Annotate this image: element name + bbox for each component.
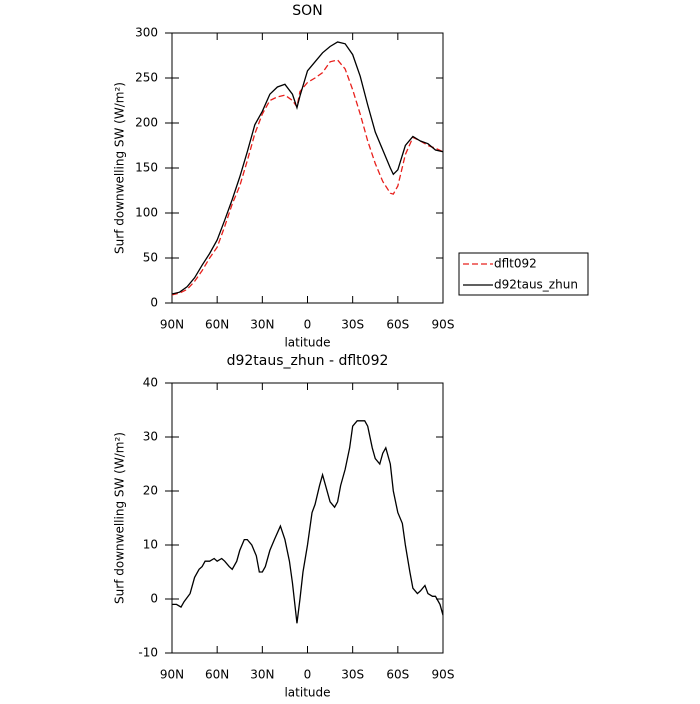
data-line <box>171 41 444 295</box>
y-tick-label: 200 <box>135 116 158 130</box>
x-tick-label: 90N <box>160 668 184 682</box>
y-tick-label: 150 <box>135 161 158 175</box>
y-axis-label: Surf downwelling SW (W/m²) <box>113 82 127 254</box>
y-tick-label: 300 <box>135 26 158 40</box>
x-axis-label: latitude <box>284 336 330 350</box>
y-tick-label: 40 <box>143 376 158 390</box>
plot-frame <box>171 32 444 304</box>
y-tick-label: 20 <box>143 484 158 498</box>
y-tick-label: 30 <box>143 430 158 444</box>
y-tick-label: 250 <box>135 71 158 85</box>
legend-label: d92taus_zhun <box>494 278 578 292</box>
x-tick-label: 60S <box>386 668 409 682</box>
legend-box <box>458 252 589 296</box>
x-tick-label: 30S <box>341 668 364 682</box>
x-tick-label: 0 <box>304 318 312 332</box>
x-tick-label: 90S <box>432 668 455 682</box>
legend-label: dflt092 <box>494 257 537 271</box>
x-tick-label: 30N <box>250 668 274 682</box>
x-tick-label: 0 <box>304 668 312 682</box>
x-axis-label: latitude <box>284 686 330 700</box>
y-tick-label: 50 <box>143 251 158 265</box>
plot-frame <box>171 382 444 654</box>
y-axis-label: Surf downwelling SW (W/m²) <box>113 432 127 604</box>
x-tick-label: 30N <box>250 318 274 332</box>
data-line <box>171 59 444 296</box>
y-tick-label: 0 <box>150 296 158 310</box>
y-tick-label: 10 <box>143 538 158 552</box>
y-tick-label: 0 <box>150 592 158 606</box>
x-tick-label: 60S <box>386 318 409 332</box>
chart-title: d92taus_zhun - dflt092 <box>227 353 389 369</box>
data-line <box>172 420 444 624</box>
chart-title: SON <box>292 3 322 19</box>
x-tick-label: 60N <box>205 318 229 332</box>
y-tick-label: 100 <box>135 206 158 220</box>
x-tick-label: 90S <box>432 318 455 332</box>
y-tick-label: -10 <box>138 646 158 660</box>
x-tick-label: 90N <box>160 318 184 332</box>
x-tick-label: 60N <box>205 668 229 682</box>
x-tick-label: 30S <box>341 318 364 332</box>
